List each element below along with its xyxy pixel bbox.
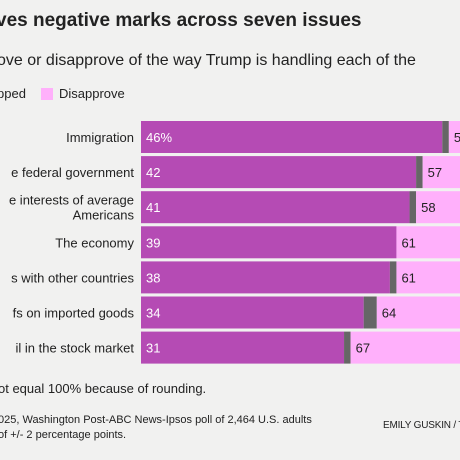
bar-segment-disapprove [422, 156, 460, 189]
data-label-approve: 38 [146, 270, 160, 285]
credit: EMILY GUSKIN / T [383, 420, 460, 431]
bar-segment-neutral [416, 156, 423, 189]
bar-segment-approve [141, 121, 443, 153]
bar-segment-approve [141, 226, 397, 259]
category-label: fs on imported goods [13, 306, 135, 321]
bar-row: fs on imported goods 34 64 [13, 296, 460, 329]
bar-segment-neutral [344, 331, 351, 364]
category-label: Americans [73, 208, 135, 223]
bar-segment-disapprove [396, 226, 460, 259]
data-label-disapprove: 67 [356, 341, 370, 356]
legend-item-approve: pped [0, 86, 26, 101]
category-label: il in the stock market [16, 341, 135, 356]
chart-title: ves negative marks across seven issues [0, 10, 362, 31]
bar-row: The economy 39 61 [55, 226, 460, 259]
category-label: e interests of average [9, 193, 134, 208]
bar-row: s with other countries 38 61 [11, 261, 460, 294]
legend-label-disapprove: Disapprove [59, 86, 125, 101]
legend-label-approve: pped [0, 86, 26, 101]
source-line-1: 025, Washington Post-ABC News-Ipsos poll… [0, 414, 312, 426]
data-label-approve: 46% [146, 130, 172, 145]
bar-segment-neutral [389, 261, 397, 294]
data-label-disapprove: 57 [428, 165, 442, 180]
bar-segment-approve [141, 156, 417, 189]
bar-segment-approve [141, 331, 345, 364]
category-label: e federal government [11, 165, 134, 180]
bar-row: Immigration 46% 53 [66, 121, 460, 153]
bar-segment-approve [141, 191, 410, 224]
bar-segment-disapprove [376, 296, 460, 329]
bar-segment-neutral [363, 296, 377, 329]
data-label-disapprove: 61 [401, 270, 415, 285]
data-label-disapprove: 58 [421, 200, 435, 215]
stacked-bar-chart: Immigration 46% 53 e federal government 42 57… [9, 121, 460, 364]
bar-segment-approve [141, 296, 364, 329]
data-label-approve: 39 [146, 235, 160, 250]
data-label-disapprove: 53 [454, 130, 460, 145]
bar-segment-neutral [409, 191, 417, 224]
data-label-approve: 34 [146, 306, 160, 321]
category-label: s with other countries [11, 270, 134, 285]
data-label-approve: 42 [146, 165, 160, 180]
category-label: Immigration [66, 130, 134, 145]
footnote: ot equal 100% because of rounding. [0, 381, 207, 396]
bar-segment-neutral [442, 121, 449, 153]
category-label: The economy [55, 235, 134, 250]
legend-swatch-disapprove [41, 87, 53, 100]
bar-segment-disapprove [350, 331, 460, 364]
bar-segment-disapprove [416, 191, 460, 224]
data-label-approve: 41 [146, 200, 160, 215]
bar-segment-disapprove [448, 121, 460, 153]
data-label-disapprove: 61 [401, 235, 415, 250]
source-line-2: of +/- 2 percentage points. [0, 429, 127, 441]
bar-segment-approve [141, 261, 390, 294]
chart-subtitle: ove or disapprove of the way Trump is ha… [0, 52, 416, 69]
legend-item-disapprove: Disapprove [41, 86, 125, 101]
bar-row: e federal government 42 57 [11, 156, 460, 189]
bar-segment-disapprove [396, 261, 460, 294]
data-label-approve: 31 [146, 341, 160, 356]
data-label-disapprove: 64 [382, 306, 396, 321]
bar-row: il in the stock market 31 67 [16, 331, 460, 364]
